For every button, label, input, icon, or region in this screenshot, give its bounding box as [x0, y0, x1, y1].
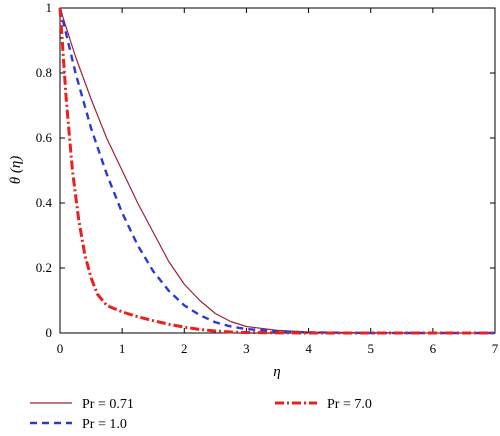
- legend: Pr = 0.71 Pr = 1.0 Pr = 7.0: [30, 397, 372, 432]
- series-line-2: [58, 7, 495, 335]
- series-group: [58, 7, 495, 335]
- x-tick-label: 1: [119, 341, 126, 356]
- y-tick-label: 0.2: [36, 260, 52, 275]
- plot-frame: [59, 7, 496, 334]
- y-tick-label: 0.4: [36, 195, 53, 210]
- x-tick-label: 7: [492, 341, 499, 356]
- ticks: 0 1 2 3 4 5 6 7 0 0.2 0.4 0.6 0.8 1: [36, 0, 499, 356]
- x-tick-label: 4: [305, 341, 312, 356]
- x-tick-label: 6: [430, 341, 437, 356]
- legend-label-1: Pr = 1.0: [82, 417, 127, 432]
- y-tick-label: 0.8: [36, 65, 52, 80]
- legend-label-0: Pr = 0.71: [82, 397, 134, 412]
- x-tick-label: 2: [181, 341, 188, 356]
- y-tick-label: 1: [46, 0, 53, 15]
- y-tick-label: 0: [46, 325, 53, 340]
- x-axis-label: η: [273, 364, 280, 380]
- series-line-0: [59, 7, 495, 334]
- x-tick-label: 3: [243, 341, 250, 356]
- y-axis-label: θ (η): [8, 156, 24, 185]
- y-tick-label: 0.6: [36, 130, 53, 145]
- x-tick-label: 0: [57, 341, 64, 356]
- legend-label-2: Pr = 7.0: [327, 397, 372, 412]
- series-line-1: [58, 7, 495, 335]
- x-tick-label: 5: [367, 341, 374, 356]
